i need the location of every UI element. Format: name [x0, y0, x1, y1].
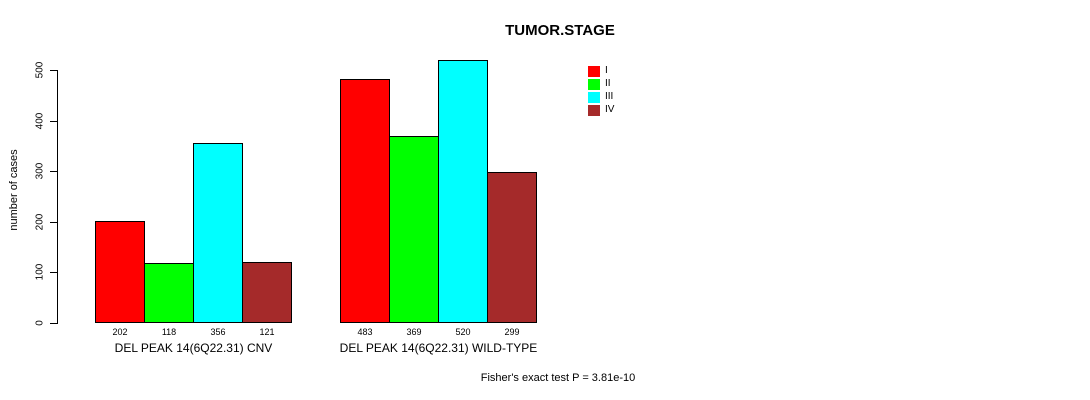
legend-swatch-stage-II: [588, 79, 600, 90]
legend-label: III: [605, 91, 614, 102]
legend-swatch-stage-IV: [588, 105, 600, 116]
bar-wildtype-stage-II: [389, 136, 439, 323]
y-axis-tick-label: 400: [34, 112, 46, 129]
y-axis-tick-label: 200: [34, 213, 46, 231]
category-label: DEL PEAK 14(6Q22.31) CNV: [114, 341, 273, 355]
legend-swatch-stage-III: [588, 92, 600, 103]
legend-swatch-stage-I: [588, 66, 600, 77]
bar-value-label: 520: [455, 327, 471, 337]
legend-label: IV: [605, 104, 615, 115]
bar-value-label: 356: [210, 327, 226, 337]
y-axis-tick-label: 0: [34, 320, 46, 326]
y-axis-tick: [50, 272, 57, 274]
bar-wildtype-stage-III: [438, 60, 488, 323]
y-axis-tick: [50, 221, 57, 223]
bar-cnv-stage-I: [95, 221, 145, 323]
y-axis-line: [57, 70, 58, 324]
y-axis-tick-label: 100: [34, 264, 46, 281]
y-axis-tick-label: 500: [34, 61, 46, 79]
chart-title: TUMOR.STAGE: [505, 22, 615, 39]
bar-value-label: 369: [406, 327, 422, 337]
bar-cnv-stage-II: [144, 263, 194, 323]
bar-value-label: 299: [504, 327, 520, 337]
bar-value-label: 118: [161, 327, 177, 337]
y-axis-tick: [50, 70, 57, 71]
fisher-test-annotation: Fisher's exact test P = 3.81e-10: [480, 372, 636, 384]
legend-label: I: [605, 65, 608, 76]
bar-cnv-stage-III: [193, 143, 243, 323]
bar-wildtype-stage-IV: [487, 172, 537, 323]
legend-label: II: [605, 78, 611, 89]
y-axis-tick: [50, 171, 57, 173]
bar-wildtype-stage-I: [340, 79, 390, 323]
y-axis-tick: [50, 323, 57, 324]
y-axis-tick: [50, 120, 57, 122]
bar-cnv-stage-IV: [242, 262, 292, 323]
bar-value-label: 202: [112, 327, 128, 337]
bar-value-label: 483: [357, 327, 373, 337]
category-label: DEL PEAK 14(6Q22.31) WILD-TYPE: [339, 341, 538, 355]
bar-value-label: 121: [259, 327, 275, 337]
y-axis-tick-label: 300: [34, 162, 46, 180]
